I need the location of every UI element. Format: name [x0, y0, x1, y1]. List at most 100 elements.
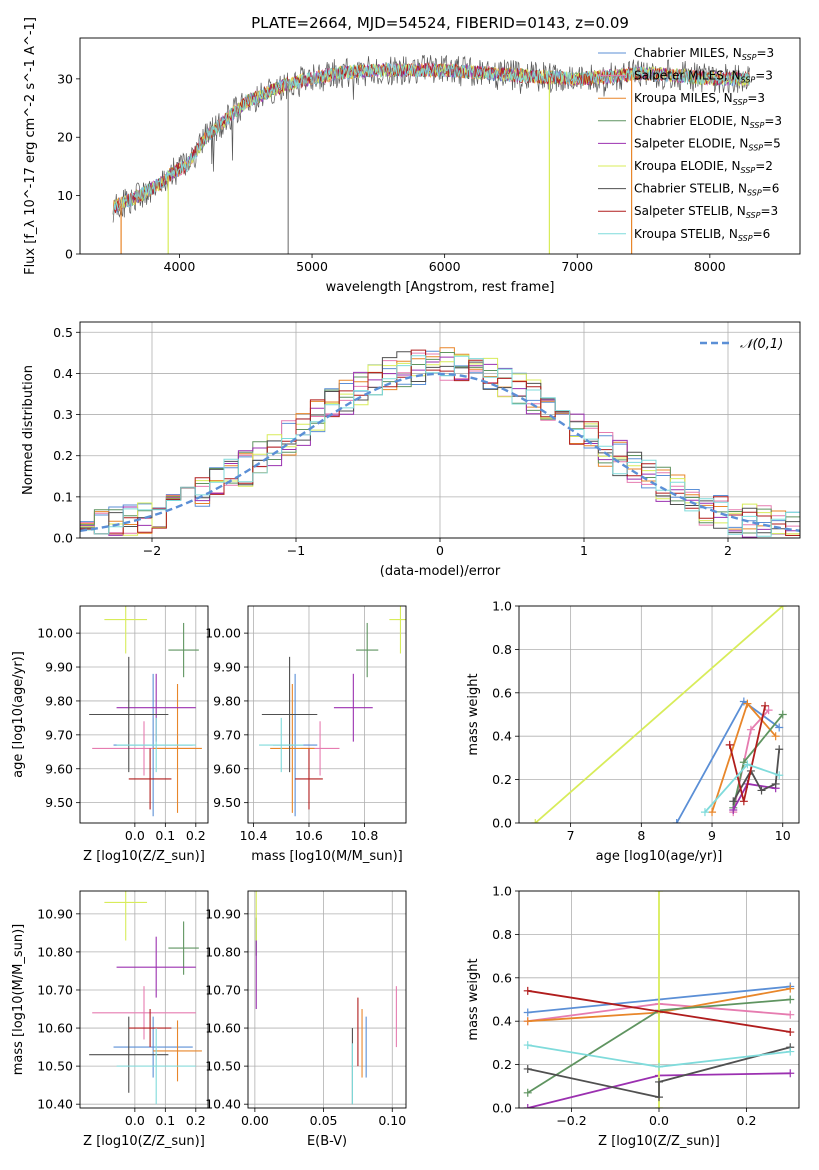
weight-marker	[761, 701, 770, 710]
age-vs-mass-chart: 10.4 10.6 10.8 9.50 9.60 9.70 9.80 9.90 10.00 mas…	[205, 605, 407, 864]
x-tick-label: 10.4	[240, 828, 268, 843]
x-tick-label: 2	[724, 543, 732, 558]
errorbar-point	[89, 656, 169, 773]
x-tick-label: −2	[143, 543, 161, 558]
errorbar-point	[333, 673, 373, 742]
x-tick-label: 0.0	[125, 828, 145, 843]
legend-label: Kroupa MILES, NSSP=3	[634, 91, 765, 107]
errorbar-points	[259, 606, 406, 817]
x-axis-label: age [log10(age/yr)]	[596, 849, 723, 864]
x-axis-label: Z [log10(Z/Z_sun)]	[83, 849, 205, 864]
axes-frame	[79, 321, 801, 539]
y-tick-label: 10.70	[205, 982, 241, 997]
x-tick-label: 0.1	[155, 828, 175, 843]
y-tick-label: 10.80	[37, 944, 73, 959]
errorbar-point	[295, 748, 323, 810]
y-tick-label: 0.6	[492, 970, 512, 985]
weight-marker	[757, 786, 766, 795]
weight-series-line	[732, 709, 770, 813]
y-tick-label: 0.2	[492, 1057, 512, 1072]
weight-marker	[786, 1028, 795, 1037]
x-tick-label: 0.05	[310, 1113, 338, 1128]
weight-marker	[523, 986, 532, 995]
weight-vs-metallicity-chart: −0.2 0.0 0.2 0.0 0.2 0.4 0.6 0.8 1.0 Z [log10(Z/Z…	[466, 884, 800, 1149]
y-tick-label: 10.50	[205, 1059, 241, 1074]
x-tick-label: 1	[580, 543, 588, 558]
mass-vs-metallicity-chart: 0.0 0.1 0.2 10.40 10.50 10.60 10.70 10.80 10.90 Z…	[11, 890, 209, 1149]
y-tick-label: 10.90	[205, 906, 241, 921]
y-tick-label: 0.5	[53, 325, 73, 340]
y-tick-label: 10.80	[205, 944, 241, 959]
normal-curve	[80, 372, 800, 532]
axes-frame	[247, 890, 407, 1109]
weight-marker	[672, 819, 681, 823]
errorbar-point	[153, 1020, 202, 1082]
x-tick-label: 8	[637, 828, 645, 843]
y-tick-label: 10.60	[37, 1021, 73, 1036]
weight-series	[523, 891, 795, 1108]
x-tick-label: 6000	[429, 259, 461, 274]
y-tick-label: 10.40	[205, 1097, 241, 1112]
x-axis-label: (data-model)/error	[380, 564, 501, 579]
y-tick-label: 0.4	[53, 366, 73, 381]
weight-marker	[786, 1047, 795, 1056]
x-tick-label: 0.2	[186, 1113, 206, 1128]
weight-marker	[786, 984, 795, 993]
weight-marker	[655, 1093, 663, 1102]
y-tick-label: 0.3	[53, 407, 73, 422]
x-tick-label: 5000	[296, 259, 328, 274]
y-tick-label: 9.50	[45, 795, 73, 810]
axes-frame	[518, 890, 800, 1109]
y-tick-label: 9.70	[45, 727, 73, 742]
weight-series-line	[527, 989, 791, 1033]
spectrum-chart: 4000 5000 6000 7000 8000 0 10 20 30 wavelength [A…	[23, 17, 801, 295]
y-tick-label: 9.60	[45, 761, 73, 776]
errorbar-point	[356, 622, 379, 678]
legend-label: Chabrier MILES, NSSP=3	[634, 46, 774, 62]
x-axis-label: mass [log10(M/M_sun)]	[251, 849, 403, 864]
y-tick-label: 0.4	[492, 1014, 512, 1029]
y-tick-label: 10.40	[37, 1097, 73, 1112]
x-tick-label: 0.1	[155, 1113, 175, 1128]
weight-series-line	[711, 701, 777, 813]
y-tick-label: 0.2	[492, 772, 512, 787]
x-tick-label: 10.8	[350, 828, 378, 843]
y-tick-label: 0.0	[492, 816, 512, 831]
weight-marker	[775, 771, 784, 780]
errorbar-point	[104, 606, 148, 654]
y-tick-label: 1.0	[492, 599, 512, 614]
y-axis-label: age [log10(age/yr)]	[11, 651, 26, 778]
weight-marker	[523, 1041, 532, 1050]
weight-marker	[775, 745, 784, 754]
errorbar-point	[153, 683, 202, 813]
weight-series-line	[534, 606, 784, 823]
errorbar-point	[128, 748, 172, 810]
errorbar-point	[104, 891, 148, 941]
x-tick-label: 7000	[561, 259, 593, 274]
y-tick-label: 0.0	[53, 531, 73, 546]
y-tick-label: 9.50	[213, 795, 241, 810]
legend-label: Kroupa ELODIE, NSSP=2	[634, 159, 773, 175]
legend-label: 𝒩(0,1)	[740, 337, 783, 352]
legend-label: Salpeter MILES, NSSP=3	[634, 69, 773, 85]
y-tick-label: 0.4	[492, 729, 512, 744]
y-tick-label: 10.70	[37, 982, 73, 997]
errorbar-point	[168, 921, 199, 975]
weight-marker	[523, 1104, 532, 1108]
y-tick-label: 20	[57, 130, 73, 145]
weight-marker	[743, 699, 752, 708]
errorbar-point	[116, 1028, 196, 1105]
weight-marker	[655, 1062, 663, 1071]
y-tick-label: 30	[57, 71, 73, 86]
y-tick-label: 10	[57, 188, 73, 203]
weight-marker	[778, 710, 787, 719]
spectrum-lines	[112, 54, 750, 254]
errorbar-points	[89, 891, 202, 1105]
histogram-lines	[80, 347, 800, 538]
x-tick-label: 0.2	[737, 1113, 757, 1128]
age-vs-metallicity-chart: 0.0 0.1 0.2 9.50 9.60 9.70 9.80 9.90 10.00 Z [log…	[11, 605, 209, 864]
y-tick-label: 10.60	[205, 1021, 241, 1036]
weight-series-line	[732, 713, 784, 809]
y-tick-label: 1.0	[492, 884, 512, 899]
y-tick-label: 9.90	[45, 660, 73, 675]
